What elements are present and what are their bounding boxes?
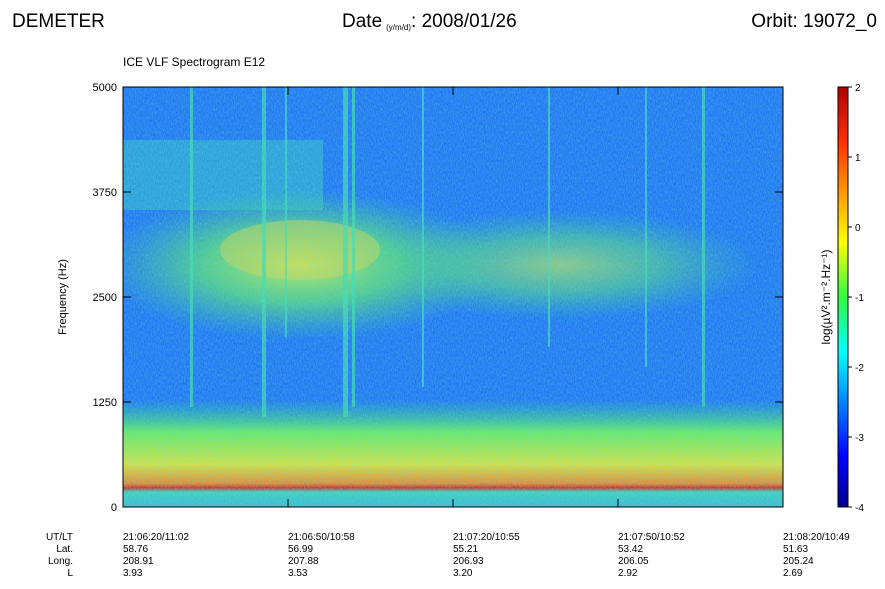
date-unit: (y/m/d): [386, 23, 411, 32]
colorbar-tick-label: -4: [855, 503, 864, 514]
y-tick-label: 5000: [93, 82, 117, 94]
y-tick-label: 3750: [93, 187, 117, 199]
colorbar-tick-label: 2: [855, 83, 861, 94]
row-label: L: [67, 568, 73, 579]
date-value: : 2008/01/26: [411, 11, 517, 32]
x-tick-label: 21:06:20/11:02: [123, 532, 189, 543]
colorbar-tick-label: -3: [855, 433, 864, 444]
x-tick-label: 208.91: [123, 556, 154, 567]
x-tick-label: 55.21: [453, 544, 478, 555]
x-tick-label: 21:06:50/10:58: [288, 532, 355, 543]
x-tick-label: 53.42: [618, 544, 643, 555]
x-tick-label: 3.20: [453, 568, 473, 579]
row-label: Lat.: [56, 544, 73, 555]
y-axis-label: Frequency (Hz): [57, 259, 69, 335]
x-tick-label: 207.88: [288, 556, 319, 567]
orbit: Orbit: 19072_0: [751, 11, 877, 32]
x-tick-label: 3.93: [123, 568, 143, 579]
colorbar: [837, 86, 849, 508]
colorbar-tick-label: -1: [855, 293, 864, 304]
y-tick-label: 0: [111, 502, 117, 514]
chart-title: ICE VLF Spectrogram E12: [123, 55, 265, 69]
instrument: DEMETER: [12, 11, 105, 32]
colorbar-tick-label: -2: [855, 363, 864, 374]
row-label: UT/LT: [46, 532, 73, 543]
spectrogram-image: [123, 87, 783, 507]
colorbar-tick-label: 1: [855, 153, 861, 164]
x-tick-label: 2.69: [783, 568, 803, 579]
x-tick-label: 3.53: [288, 568, 308, 579]
x-tick-label: 206.05: [618, 556, 649, 567]
colorbar-label: log(µV².m⁻².Hz⁻¹): [819, 250, 833, 345]
x-tick-label: 21:08:20/10:49: [783, 532, 850, 543]
texture: [123, 87, 783, 507]
x-tick-label: 51.63: [783, 544, 808, 555]
date-text: Date: [342, 11, 382, 32]
x-tick-label: 21:07:20/10:55: [453, 532, 520, 543]
x-tick-label: 2.92: [618, 568, 638, 579]
x-tick-label: 56.99: [288, 544, 313, 555]
y-tick-label: 1250: [93, 397, 117, 409]
x-tick-label: 58.76: [123, 544, 148, 555]
colorbar-tick-label: 0: [855, 223, 861, 234]
x-tick-label: 206.93: [453, 556, 484, 567]
y-tick-label: 2500: [93, 292, 117, 304]
row-label: Long.: [48, 556, 73, 567]
x-tick-label: 21:07:50/10:52: [618, 532, 685, 543]
date-label: Date (y/m/d): 2008/01/26: [342, 11, 517, 32]
x-tick-label: 205.24: [783, 556, 814, 567]
